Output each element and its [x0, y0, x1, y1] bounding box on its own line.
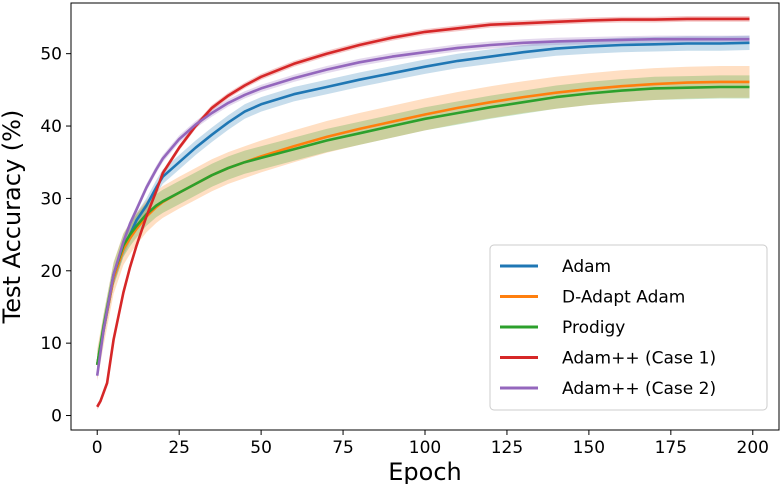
x-tick-label: 200 — [737, 438, 769, 458]
y-axis-label: Test Accuracy (%) — [0, 110, 26, 325]
confidence-bands — [97, 16, 750, 410]
band-series-1 — [97, 66, 750, 381]
x-tick-label: 100 — [409, 438, 441, 458]
x-tick-label: 175 — [655, 438, 687, 458]
legend-label: Prodigy — [562, 318, 625, 338]
x-tick-label: 75 — [332, 438, 354, 458]
legend-label: D-Adapt Adam — [562, 288, 685, 308]
x-tick-label: 0 — [92, 438, 103, 458]
line-series-4 — [95, 37, 750, 376]
legend: Adam D-Adapt Adam Prodigy Adam++ (Case 1) Ad… — [489, 244, 768, 411]
x-tick-label: 25 — [168, 438, 190, 458]
x-axis-label: Epoch — [388, 458, 462, 484]
y-tick-label: 10 — [40, 334, 62, 354]
line-series-3 — [96, 17, 750, 408]
band-series-2 — [97, 75, 750, 377]
y-tick-label: 30 — [40, 189, 62, 209]
x-tick-label: 150 — [573, 438, 605, 458]
legend-box — [489, 244, 768, 411]
x-axis-ticks: 0 25 50 75 100 125 150 175 200 — [92, 430, 769, 458]
x-tick-label: 50 — [250, 438, 272, 458]
legend-label: Adam++ (Case 1) — [562, 349, 716, 369]
y-tick-label: 40 — [40, 117, 62, 137]
line-series-0 — [95, 41, 750, 366]
y-tick-label: 20 — [40, 262, 62, 282]
legend-label: Adam++ (Case 2) — [562, 379, 716, 399]
line-series-2 — [95, 85, 750, 366]
x-tick-label: 125 — [491, 438, 523, 458]
y-axis-ticks: 0 10 20 30 40 50 — [40, 45, 71, 427]
y-tick-label: 50 — [40, 45, 62, 65]
series-lines — [95, 17, 750, 408]
y-tick-label: 0 — [51, 407, 62, 427]
legend-label: Adam — [562, 257, 611, 277]
line-series-1 — [95, 80, 750, 366]
